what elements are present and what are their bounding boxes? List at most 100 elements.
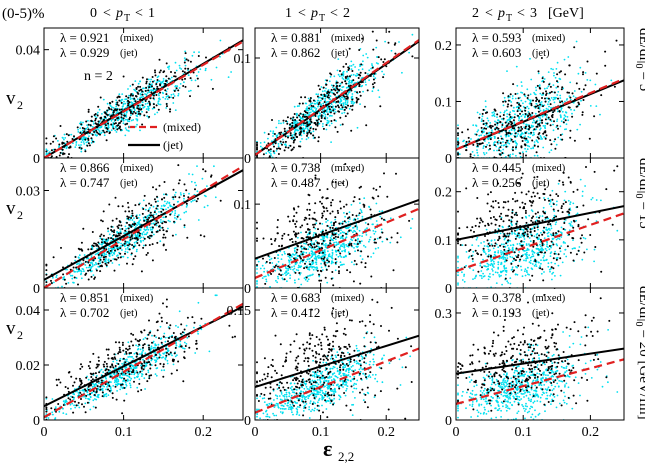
jet-point xyxy=(497,127,500,130)
mixed-point xyxy=(74,259,76,262)
jet-point xyxy=(169,213,172,216)
jet-point xyxy=(334,216,337,219)
jet-point xyxy=(343,220,346,223)
jet-point xyxy=(330,204,333,207)
jet-point xyxy=(273,145,275,148)
jet-point xyxy=(308,208,311,211)
mixed-point xyxy=(159,226,162,229)
jet-point xyxy=(485,145,487,148)
mixed-point xyxy=(484,100,487,102)
mixed-point xyxy=(304,278,307,281)
mixed-point xyxy=(529,136,531,139)
jet-point xyxy=(296,136,299,138)
jet-point xyxy=(313,246,316,249)
mixed-point xyxy=(173,95,176,97)
jet-point xyxy=(564,119,567,122)
jet-point xyxy=(329,111,332,114)
mixed-point xyxy=(346,70,348,73)
mixed-point xyxy=(268,151,271,154)
jet-point xyxy=(512,146,514,149)
mixed-point xyxy=(502,141,504,143)
mixed-point xyxy=(331,115,333,117)
mixed-point xyxy=(584,185,586,187)
jet-point xyxy=(484,112,487,114)
jet-point xyxy=(292,219,295,222)
jet-point xyxy=(297,232,300,235)
mixed-point xyxy=(77,262,79,265)
jet-point xyxy=(124,210,127,213)
jet-point xyxy=(597,20,599,22)
jet-point xyxy=(80,123,83,126)
mixed-point xyxy=(77,269,80,272)
mixed-point xyxy=(96,247,98,250)
jet-point xyxy=(348,243,351,246)
jet-point xyxy=(149,214,152,217)
jet-point xyxy=(535,100,538,102)
mixed-point xyxy=(506,70,508,72)
mixed-point xyxy=(531,114,533,116)
mixed-point xyxy=(480,134,482,137)
jet-point xyxy=(143,237,146,240)
mixed-point xyxy=(213,165,215,168)
row-label-3: dE/dl|0= 20 [GeV/fm] xyxy=(633,286,645,420)
jet-point xyxy=(144,216,147,219)
jet-point xyxy=(355,214,358,217)
mixed-point xyxy=(310,240,313,243)
jet-point xyxy=(141,123,144,126)
mixed-point xyxy=(163,200,166,203)
mixed-point xyxy=(85,266,88,269)
mixed-point xyxy=(295,247,297,249)
jet-point xyxy=(558,71,561,74)
mixed-point xyxy=(80,277,83,280)
mixed-point xyxy=(80,141,83,144)
jet-point xyxy=(135,87,138,89)
mixed-point xyxy=(521,85,523,87)
jet-point xyxy=(357,77,360,79)
mixed-point xyxy=(99,237,102,240)
jet-point xyxy=(106,250,109,253)
jet-point xyxy=(318,247,321,250)
mixed-point xyxy=(506,115,508,118)
panel-r2-c2: 00.1λ = 0.738 (mixed)λ = 0.487 (jet) xyxy=(234,157,420,297)
jet-point xyxy=(111,219,114,222)
jet-point xyxy=(162,71,165,74)
mixed-point xyxy=(278,268,281,271)
jet-point xyxy=(328,105,331,108)
jet-point xyxy=(542,80,545,83)
mixed-point xyxy=(64,137,67,139)
jet-point xyxy=(550,143,553,146)
mixed-point xyxy=(548,151,551,154)
jet-point xyxy=(309,97,312,99)
jet-point xyxy=(149,97,152,100)
mixed-point xyxy=(331,91,334,94)
jet-point xyxy=(274,238,277,240)
mixed-point xyxy=(301,248,303,250)
mixed-point xyxy=(282,122,285,124)
mixed-point xyxy=(101,243,103,246)
jet-point xyxy=(320,279,323,282)
jet-point xyxy=(281,234,284,237)
mixed-point xyxy=(537,72,540,75)
mixed-point xyxy=(321,125,324,128)
mixed-point xyxy=(509,96,511,98)
jet-point xyxy=(279,147,282,150)
jet-point xyxy=(211,87,214,90)
mixed-point xyxy=(302,118,304,121)
jet-point xyxy=(372,78,375,81)
row1-prefix: dE/dl| xyxy=(636,28,645,64)
mixed-point xyxy=(377,62,379,65)
mixed-point xyxy=(275,126,278,129)
jet-point xyxy=(494,123,497,126)
mixed-point xyxy=(357,214,360,217)
jet-point xyxy=(133,97,136,100)
mixed-point xyxy=(488,141,490,144)
mixed-point xyxy=(326,219,329,222)
jet-point xyxy=(491,125,494,128)
mixed-point xyxy=(143,105,146,108)
jet-point xyxy=(370,275,373,278)
mixed-point xyxy=(328,98,331,100)
jet-point xyxy=(84,260,87,263)
mixed-point xyxy=(83,143,86,145)
mixed-point xyxy=(125,228,128,230)
mixed-point xyxy=(82,137,84,139)
